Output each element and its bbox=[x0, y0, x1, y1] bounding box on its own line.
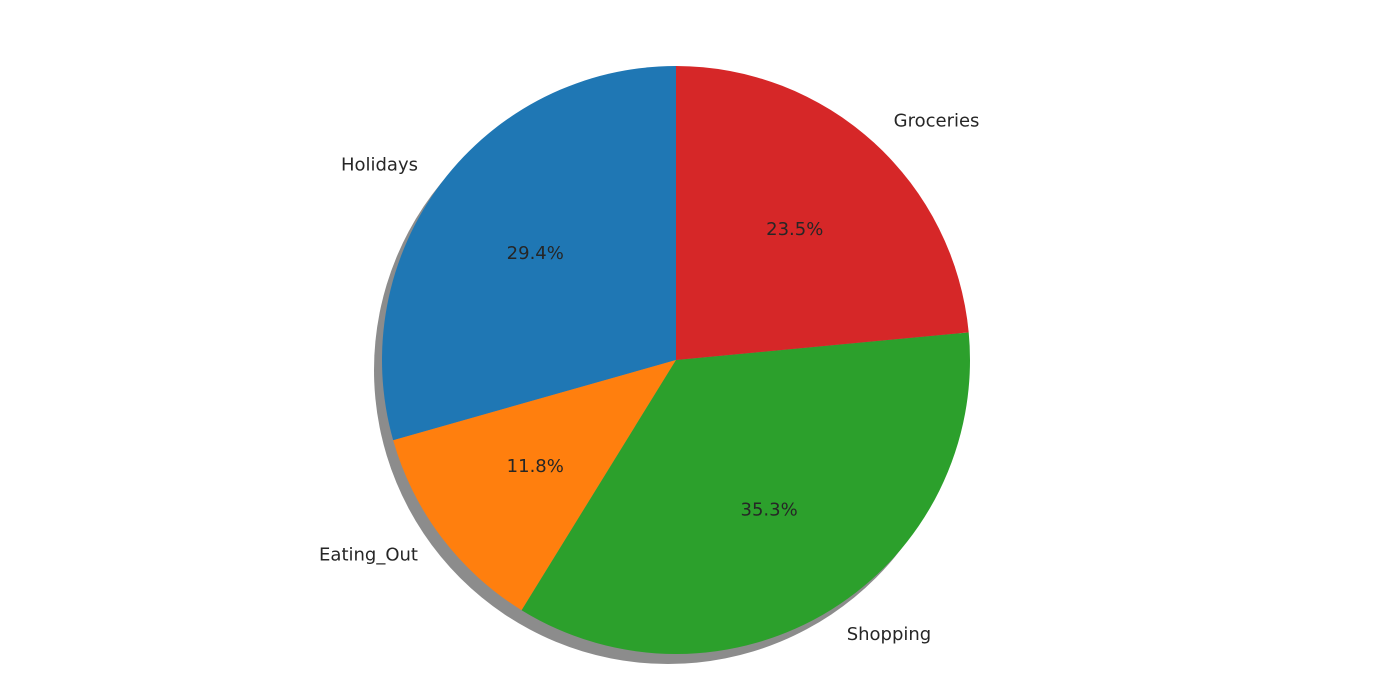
pie-pct-label-holidays: 29.4% bbox=[507, 243, 564, 264]
pie-category-label-groceries: Groceries bbox=[894, 110, 980, 131]
pie-pct-label-groceries: 23.5% bbox=[766, 219, 823, 240]
pie-slice-shopping bbox=[521, 332, 970, 654]
pie-pct-label-eating-out: 11.8% bbox=[507, 456, 564, 477]
pie-category-label-holidays: Holidays bbox=[341, 155, 418, 176]
pie-pct-label-shopping: 35.3% bbox=[741, 499, 798, 520]
pie-category-label-shopping: Shopping bbox=[847, 624, 932, 645]
pie-slice-groceries bbox=[676, 66, 969, 360]
pie-slice-holidays bbox=[382, 66, 676, 441]
pie-category-label-eating-out: Eating_Out bbox=[319, 544, 418, 565]
pie-slices bbox=[382, 66, 970, 654]
pie-labels: 29.4% Holidays 11.8% Eating_Out 35.3% Shoppin… bbox=[319, 110, 979, 645]
pie-slice-eating-out bbox=[393, 360, 676, 611]
